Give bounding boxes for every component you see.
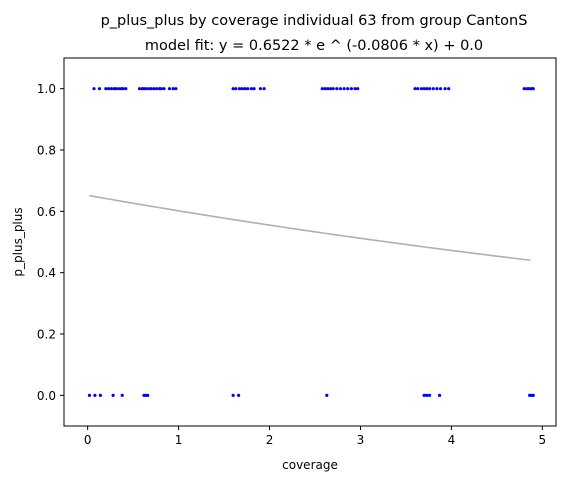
data-point	[325, 393, 329, 397]
x-tick-label: 1	[175, 433, 183, 447]
x-tick-label: 2	[266, 433, 274, 447]
data-point	[104, 87, 108, 91]
data-point	[335, 87, 339, 91]
data-point	[422, 87, 426, 91]
data-point	[174, 87, 178, 91]
data-point	[435, 87, 439, 91]
data-point	[171, 87, 175, 91]
y-tick-label: 0.2	[37, 328, 56, 342]
x-tick-label: 0	[84, 433, 92, 447]
data-point	[326, 87, 330, 91]
data-point	[438, 87, 443, 91]
data-point	[356, 87, 360, 91]
data-point	[146, 393, 150, 397]
data-point	[419, 87, 423, 91]
data-point	[342, 87, 346, 91]
data-point	[98, 393, 102, 397]
data-point	[437, 393, 442, 397]
data-point	[320, 87, 324, 91]
data-point	[346, 87, 350, 91]
data-point	[92, 87, 96, 91]
data-point	[246, 87, 250, 91]
data-point	[106, 87, 111, 91]
chart-title: p_plus_plus by coverage individual 63 fr…	[101, 13, 528, 29]
data-point	[237, 87, 242, 91]
data-point	[231, 393, 235, 397]
data-point	[443, 87, 447, 91]
x-tick-label: 5	[539, 433, 547, 447]
data-point	[114, 87, 118, 91]
data-point	[137, 87, 142, 91]
data-point	[237, 393, 241, 397]
data-point	[116, 87, 121, 91]
data-point	[121, 87, 125, 91]
data-point	[353, 87, 357, 91]
data-point	[149, 87, 153, 91]
data-point	[323, 87, 327, 91]
y-axis-label: p_plus_plus	[11, 207, 25, 276]
data-point	[258, 87, 263, 91]
data-point	[93, 393, 97, 397]
data-point	[243, 87, 247, 91]
data-point	[427, 87, 432, 91]
data-point	[162, 87, 166, 91]
y-tick-label: 0.4	[37, 266, 56, 280]
data-point	[234, 87, 238, 91]
data-point	[120, 393, 124, 397]
data-point	[231, 87, 235, 91]
data-point	[416, 87, 420, 91]
data-point	[124, 87, 128, 91]
y-tick-label: 0.6	[37, 205, 56, 219]
x-tick-label: 4	[448, 433, 456, 447]
data-point	[152, 87, 156, 91]
data-point	[97, 87, 102, 91]
y-tick-label: 1.0	[37, 82, 56, 96]
data-point	[87, 393, 92, 397]
data-point	[109, 87, 113, 91]
data-point	[240, 87, 244, 91]
data-point	[252, 87, 256, 91]
data-point	[249, 87, 253, 91]
data-point	[531, 393, 535, 397]
data-point	[111, 393, 115, 397]
data-point	[349, 87, 353, 91]
data-point	[144, 87, 148, 91]
data-point	[425, 393, 429, 397]
data-point	[262, 87, 266, 91]
data-point	[338, 87, 343, 91]
x-tick-label: 3	[357, 433, 365, 447]
data-point	[413, 87, 417, 91]
x-axis-label: coverage	[282, 458, 338, 472]
data-point	[522, 87, 526, 91]
y-tick-label: 0.8	[37, 144, 56, 158]
data-point	[447, 87, 451, 91]
data-point	[146, 87, 151, 91]
chart-subtitle: model fit: y = 0.6522 * e ^ (-0.0806 * x…	[145, 38, 483, 54]
y-tick-label: 0.0	[37, 389, 56, 403]
data-point	[531, 87, 535, 91]
data-point	[331, 87, 335, 91]
plot-area: 0 1 2 3 4 5 0.0 0.2 0.4 0.6 0.8 1.0	[37, 57, 557, 447]
axes-frame	[63, 57, 557, 427]
data-point	[155, 87, 159, 91]
data-point	[422, 393, 426, 397]
data-point	[159, 87, 163, 91]
data-point	[431, 87, 435, 91]
data-point	[425, 87, 429, 91]
data-point	[427, 393, 432, 397]
data-point	[328, 87, 333, 91]
data-point	[167, 87, 172, 91]
fit-line	[89, 194, 531, 262]
